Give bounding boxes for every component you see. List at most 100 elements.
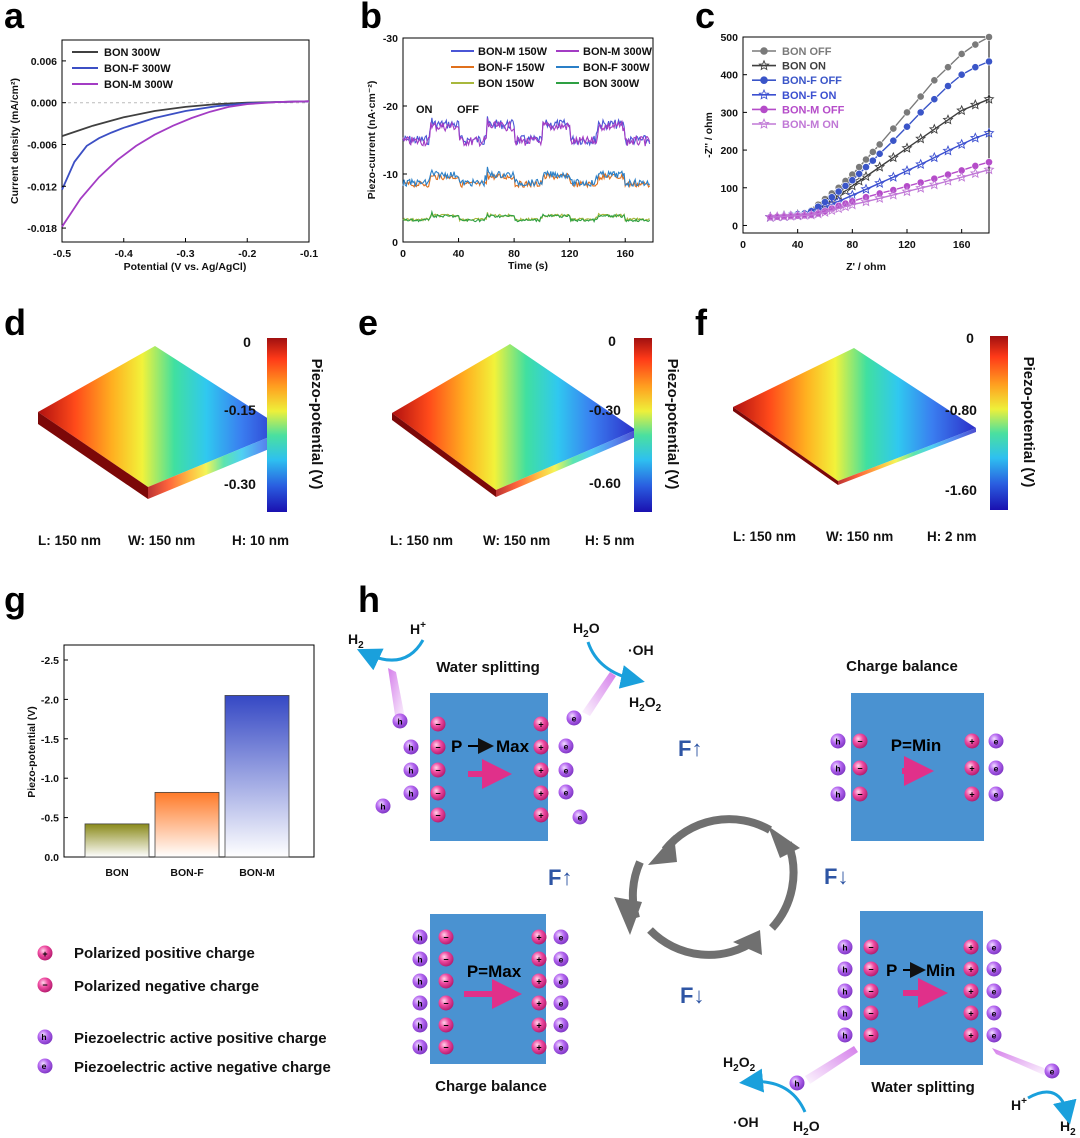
dim-d-w: W: 150 nm: [128, 533, 195, 548]
legend-bon-m-300w: BON-M 300W: [104, 79, 174, 91]
box1-p: P: [451, 737, 462, 756]
charge-symbol: h: [842, 943, 847, 953]
charge-symbol: −: [857, 737, 862, 747]
active-charge-ball: [558, 762, 574, 778]
active-charge-ball: [558, 738, 574, 754]
species-oh-bottom: ·OH: [733, 1114, 759, 1130]
active-charge-ball: [553, 1039, 569, 1055]
charge-symbol: +: [538, 811, 543, 821]
chart-g-bar: [84, 823, 150, 858]
active-charge-ball: [553, 929, 569, 945]
charge-symbol: e: [564, 788, 569, 798]
legend-hole-letter: h: [41, 1032, 46, 1042]
active-charge-ball: [986, 1027, 1002, 1043]
polarized-charge-ball: [863, 939, 879, 955]
chart-c-point: [812, 208, 824, 219]
charge-symbol: e: [994, 790, 999, 800]
chart-c-point: [930, 95, 939, 104]
legend-electron-text: Piezoelectric active negative charge: [74, 1059, 331, 1076]
legend-electron-ball: [37, 1058, 53, 1074]
chart-g-ytick-label: -0.5: [41, 813, 59, 825]
charge-symbol: e: [994, 737, 999, 747]
charge-symbol: −: [443, 1043, 448, 1053]
chart-c-point: [875, 149, 884, 158]
charge-symbol: −: [443, 999, 448, 1009]
chart-c-point: [887, 151, 899, 163]
title-water-splitting-top: Water splitting: [436, 659, 540, 676]
charge-symbol: −: [868, 987, 873, 997]
cycle-head-left: [614, 897, 642, 935]
polarized-charge-ball: [964, 733, 980, 749]
chart-c-legend-marker: [758, 118, 770, 129]
chart-c-point: [971, 40, 980, 49]
chart-c-point: [942, 175, 954, 186]
polarized-charge-ball: [531, 995, 547, 1011]
chart-g-ytick-label: -1.5: [41, 734, 59, 746]
chart-c-legend-label: BON ON: [782, 61, 826, 73]
chart-c-point: [889, 124, 898, 133]
colorbar-e-label: Piezo-potential (V): [664, 359, 681, 490]
chart-c-point: [983, 127, 995, 138]
active-charge-ball: [837, 1005, 853, 1021]
chart-c-point: [889, 136, 898, 145]
charge-symbol: +: [536, 977, 541, 987]
charge-symbol: e: [559, 1043, 564, 1053]
force-down-right: F↓: [824, 864, 848, 889]
charge-symbol: h: [408, 743, 413, 753]
active-charge-ball: [412, 995, 428, 1011]
chart-c-point: [957, 166, 966, 175]
active-charge-ball: [986, 961, 1002, 977]
chart-c-legend-marker: [758, 88, 770, 100]
species-h2-top: H2: [348, 631, 364, 651]
active-charge-ball: [986, 939, 1002, 955]
species-hplus-bottom: H+: [1011, 1096, 1027, 1113]
colorbar-f-tick-1: -0.80: [945, 402, 977, 418]
chart-b-series-line: [402, 118, 651, 148]
chart-c-point: [971, 63, 980, 72]
chart-c-point: [901, 142, 913, 153]
active-charge-ball: [988, 733, 1004, 749]
charge-symbol: h: [397, 717, 402, 727]
charge-symbol: e: [992, 965, 997, 975]
force-up-top: F↑: [678, 736, 702, 761]
legend-negative-ball: [37, 977, 53, 993]
chart-a-xtick-label: -0.4: [115, 248, 133, 260]
charge-symbol: h: [417, 999, 422, 1009]
chart-c-point: [887, 171, 899, 182]
active-charge-ball: [837, 983, 853, 999]
title-charge-balance-top: Charge balance: [846, 658, 958, 675]
charge-symbol: e: [559, 933, 564, 943]
chart-c-legend-label: BON OFF: [782, 46, 832, 58]
legend-bon-m-150w: BON-M 150W: [478, 46, 548, 58]
polarized-charge-ball: [430, 762, 446, 778]
cycle-arc-bottom: [647, 927, 759, 959]
legend-bon-150w: BON 150W: [478, 78, 535, 90]
chart-c-ytick-label: 300: [720, 107, 738, 119]
chart-c-point: [860, 195, 872, 207]
chart-a-legend: BON 300W BON-F 300W BON-M 300W: [72, 47, 174, 91]
chart-b-on-label: ON: [416, 104, 433, 116]
box-charge-balance-top: [851, 693, 984, 841]
chart-c-point: [868, 156, 877, 165]
polarized-charge-ball: [531, 1039, 547, 1055]
chart-c-point: [957, 50, 966, 58]
charge-symbol: e: [559, 1021, 564, 1031]
title-water-splitting-bottom: Water splitting: [871, 1079, 975, 1096]
chart-a-xtick-label: -0.1: [300, 248, 318, 260]
active-charge-ball: [412, 973, 428, 989]
charge-symbol: e: [1050, 1067, 1055, 1077]
chart-c-point: [887, 189, 899, 200]
chart-g-xtick-label: BON: [105, 867, 128, 879]
charge-symbol: −: [435, 766, 440, 776]
chart-c-point: [860, 183, 872, 194]
chart-b: 0 40 80 120 160 -30 -20 -10 0 Time (s) Piezo-cur…: [366, 33, 654, 272]
chart-c-point: [841, 181, 850, 190]
chart-c-point: [983, 93, 995, 104]
chart-c-point: [983, 163, 995, 175]
colorbar-d-label: Piezo-potential (V): [308, 359, 325, 490]
polarized-charge-ball: [430, 785, 446, 801]
charge-symbol: e: [564, 766, 569, 776]
species-h2o-bottom: H2O: [793, 1118, 820, 1138]
polarized-charge-ball: [438, 929, 454, 945]
slab-side-e: [392, 413, 496, 497]
